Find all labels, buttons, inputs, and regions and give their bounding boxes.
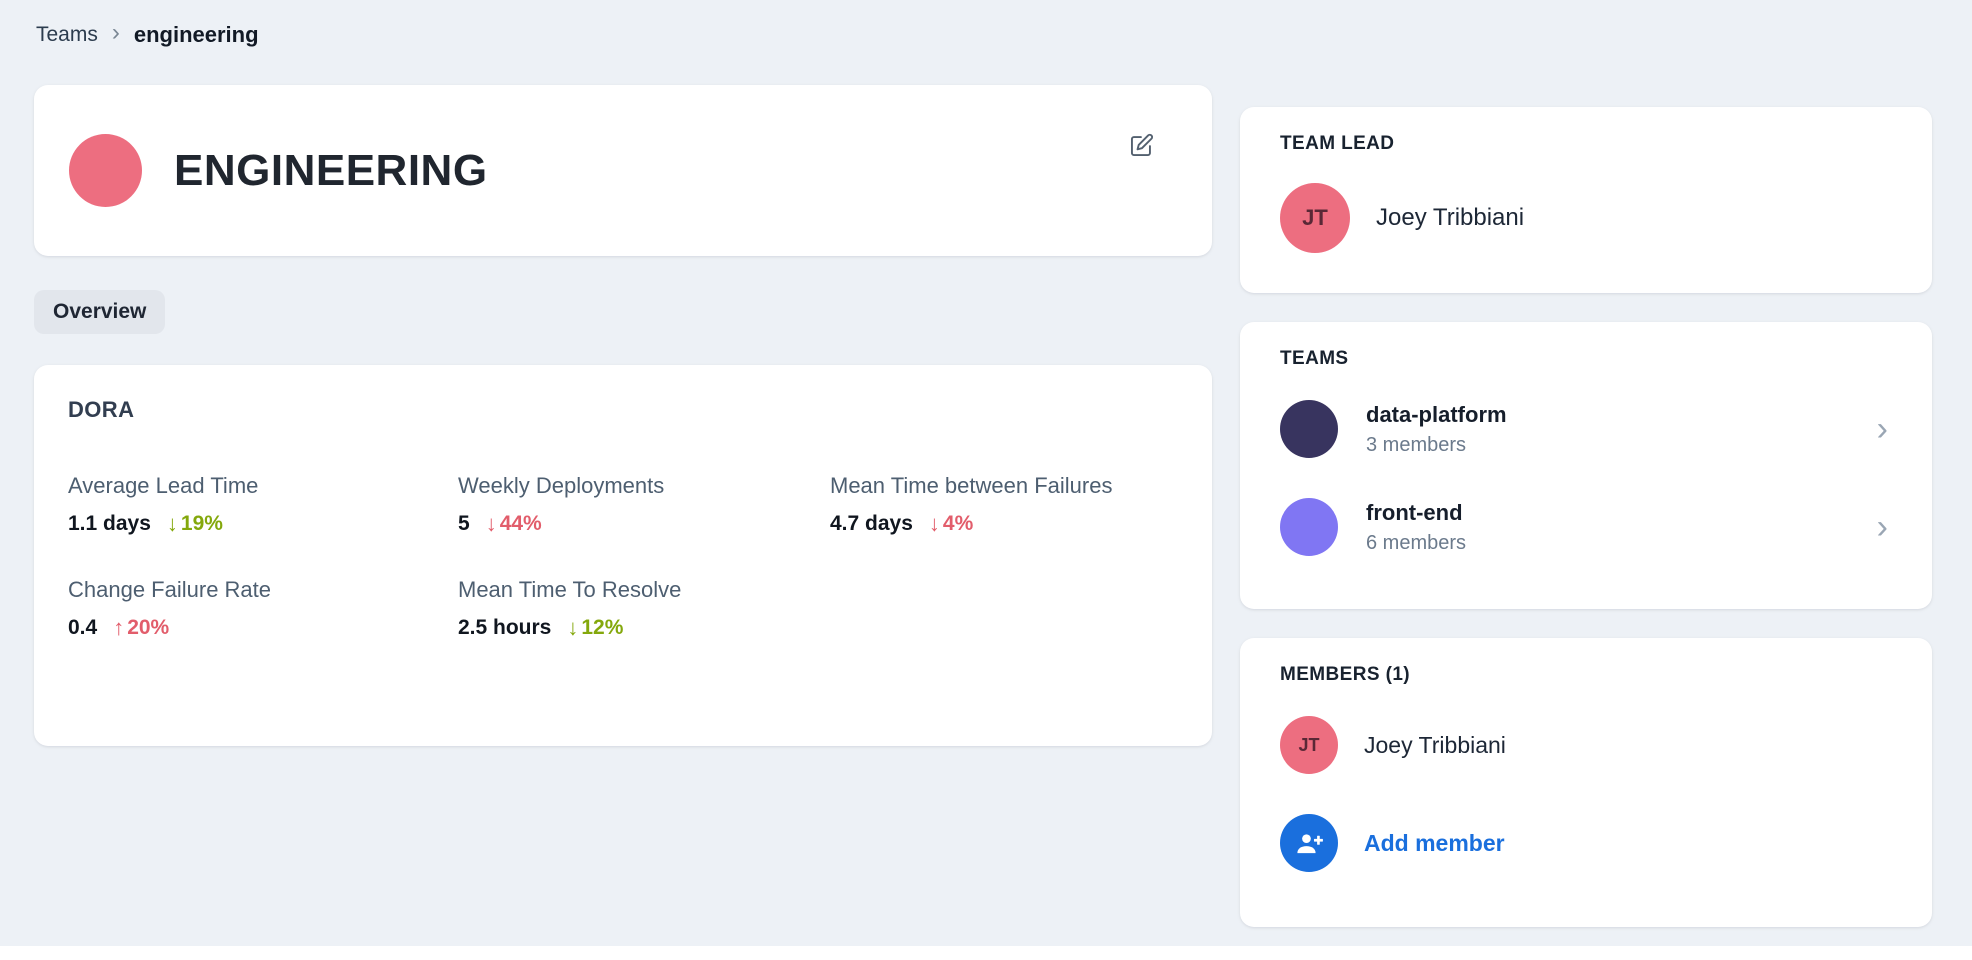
team-row-data-platform[interactable]: data-platform 3 members ›	[1280, 400, 1892, 458]
team-color-dot	[1280, 400, 1338, 458]
metric-delta-value: 44%	[499, 512, 542, 535]
chevron-right-icon[interactable]: ›	[1876, 410, 1888, 448]
metric-delta: ↓ 19%	[167, 511, 223, 537]
edit-team-button[interactable]	[1126, 133, 1156, 163]
team-name: data-platform	[1366, 401, 1507, 427]
team-row-front-end[interactable]: front-end 6 members ›	[1280, 498, 1892, 556]
trend-up-icon: ↑	[113, 615, 125, 640]
breadcrumb-teams-link[interactable]: Teams	[36, 23, 98, 46]
avatar: JT	[1280, 183, 1350, 253]
trend-down-icon: ↓	[485, 511, 497, 536]
breadcrumb: Teams › engineering	[36, 19, 259, 48]
metric-delta: ↓ 12%	[567, 615, 623, 641]
teams-title: TEAMS	[1280, 348, 1349, 369]
main-column: ENGINEERING Overview DORA Average Lead T…	[34, 85, 1212, 746]
person-add-icon	[1280, 814, 1338, 872]
metric-value: 5	[458, 512, 470, 535]
metric-label: Mean Time between Failures	[830, 473, 1113, 498]
metric-label: Change Failure Rate	[68, 577, 272, 602]
team-name: front-end	[1366, 499, 1463, 525]
metric-value: 4.7 days	[830, 512, 913, 535]
team-member-count: 3 members	[1366, 433, 1467, 456]
team-member-count: 6 members	[1366, 531, 1467, 554]
dora-metrics-grid: Average Lead Time 1.1 days ↓ 19% Weekly …	[68, 473, 1178, 641]
metric-delta: ↓ 44%	[486, 511, 542, 537]
chevron-right-icon: ›	[111, 19, 120, 46]
breadcrumb-current-team: engineering	[133, 22, 259, 47]
dora-card: DORA Average Lead Time 1.1 days ↓ 19% We…	[34, 365, 1212, 746]
avatar: JT	[1280, 716, 1338, 774]
teams-card: TEAMS data-platform 3 members › front-en…	[1240, 322, 1932, 609]
metric-label: Weekly Deployments	[458, 473, 665, 498]
members-list: JT Joey Tribbiani Add member	[1280, 716, 1892, 872]
trend-down-icon: ↓	[567, 615, 579, 640]
tab-overview[interactable]: Overview	[34, 290, 166, 334]
page-title: ENGINEERING	[174, 145, 488, 195]
members-card: MEMBERS (1) JT Joey Tribbiani	[1240, 638, 1932, 927]
metric-delta: ↓ 4%	[929, 511, 973, 537]
side-column: TEAM LEAD JT Joey Tribbiani TEAMS data-p…	[1240, 107, 1932, 927]
metric-value: 2.5 hours	[458, 616, 552, 639]
metric-mean-time-to-resolve: Mean Time To Resolve 2.5 hours ↓ 12%	[458, 577, 830, 641]
metric-label: Average Lead Time	[68, 473, 259, 498]
metric-delta: ↑ 20%	[113, 615, 169, 641]
metric-average-lead-time: Average Lead Time 1.1 days ↓ 19%	[68, 473, 458, 537]
team-lead-row: JT Joey Tribbiani	[1280, 183, 1892, 253]
teams-list: data-platform 3 members › front-end 6 me…	[1280, 400, 1892, 556]
edit-icon	[1128, 132, 1155, 164]
metric-mean-time-between-failures: Mean Time between Failures 4.7 days ↓ 4%	[830, 473, 1178, 537]
metric-delta-value: 12%	[581, 616, 624, 639]
team-lead-name: Joey Tribbiani	[1376, 204, 1525, 231]
add-member-button[interactable]: Add member	[1280, 814, 1892, 872]
chevron-right-icon[interactable]: ›	[1876, 508, 1888, 546]
metric-weekly-deployments: Weekly Deployments 5 ↓ 44%	[458, 473, 830, 537]
team-avatar	[69, 134, 142, 207]
dora-title: DORA	[68, 397, 135, 422]
metric-delta-value: 4%	[942, 512, 974, 535]
team-color-dot	[1280, 498, 1338, 556]
metric-delta-value: 19%	[180, 512, 223, 535]
metric-change-failure-rate: Change Failure Rate 0.4 ↑ 20%	[68, 577, 458, 641]
members-title: MEMBERS (1)	[1280, 664, 1411, 685]
member-name: Joey Tribbiani	[1364, 731, 1506, 758]
add-member-label: Add member	[1364, 829, 1505, 856]
trend-down-icon: ↓	[928, 511, 940, 536]
metric-value: 0.4	[68, 616, 98, 639]
team-lead-card: TEAM LEAD JT Joey Tribbiani	[1240, 107, 1932, 293]
trend-down-icon: ↓	[166, 511, 178, 536]
metric-delta-value: 20%	[127, 616, 170, 639]
page-bottom-strip	[0, 946, 1972, 960]
team-header-card: ENGINEERING	[34, 85, 1212, 256]
member-row: JT Joey Tribbiani	[1280, 716, 1892, 774]
metric-label: Mean Time To Resolve	[458, 577, 682, 602]
team-lead-title: TEAM LEAD	[1280, 133, 1395, 154]
metric-value: 1.1 days	[68, 512, 151, 535]
